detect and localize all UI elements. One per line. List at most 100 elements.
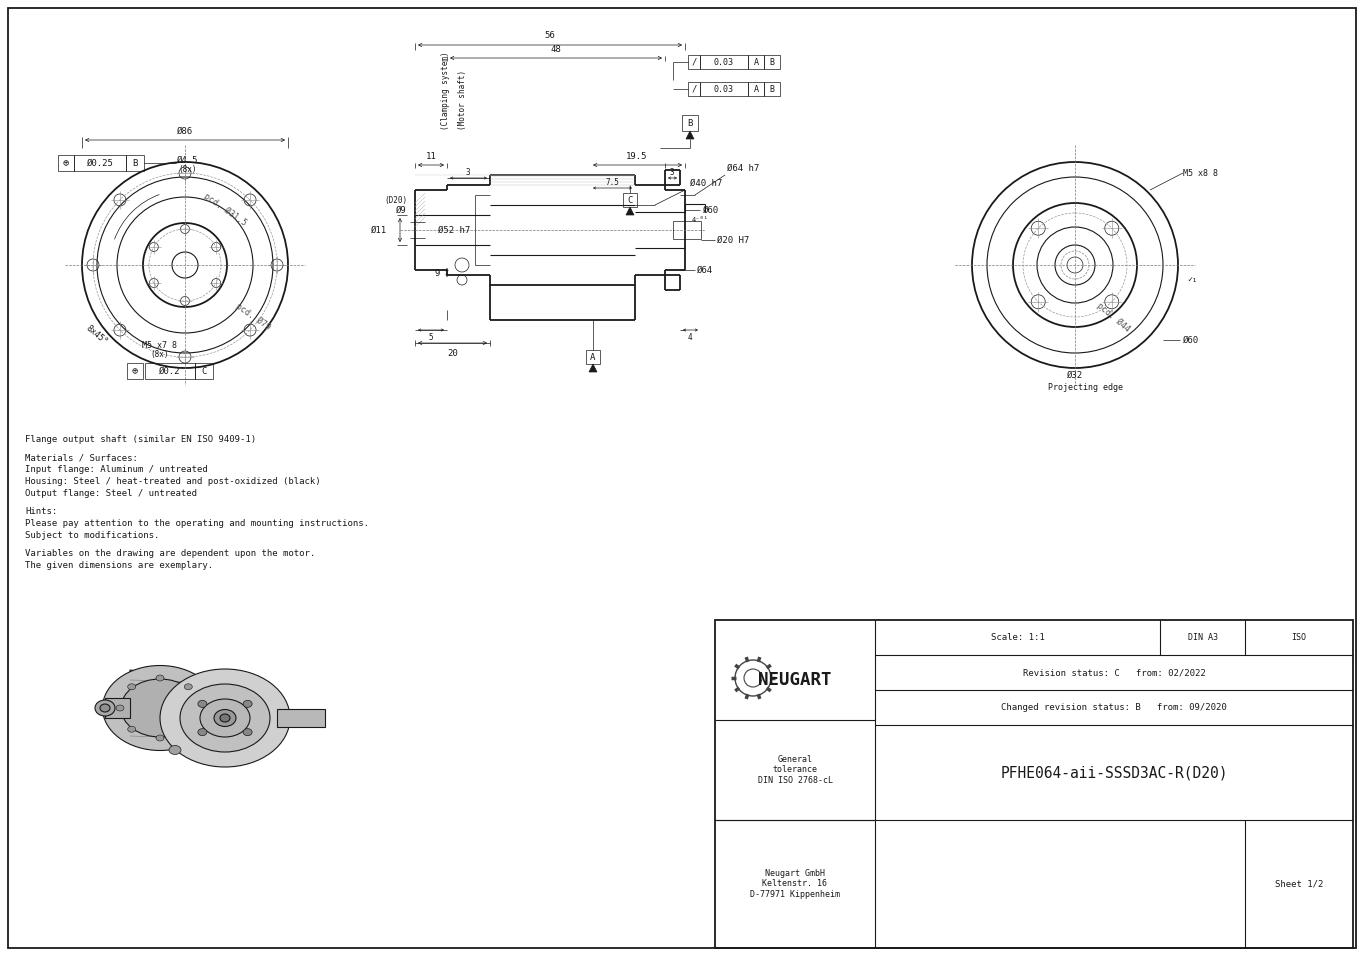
Text: Sheet 1/2: Sheet 1/2 [1275, 880, 1323, 888]
Bar [747, 82, 764, 96]
Text: Materials / Surfaces:: Materials / Surfaces: [25, 453, 138, 462]
Text: 7.5: 7.5 [606, 178, 619, 186]
Text: Scale: 1:1: Scale: 1:1 [990, 634, 1045, 642]
Polygon shape [686, 131, 694, 139]
Text: 8x45°: 8x45° [85, 323, 109, 346]
Bar [764, 55, 780, 69]
Text: ISO: ISO [1292, 634, 1307, 642]
Bar [687, 82, 700, 96]
Text: Ø64 h7: Ø64 h7 [727, 163, 760, 172]
Text: Ø0.25: Ø0.25 [86, 159, 113, 167]
Text: pcd. Ø31.5: pcd. Ø31.5 [202, 192, 248, 228]
Polygon shape [277, 709, 325, 727]
Text: pcd. Ø79: pcd. Ø79 [235, 302, 271, 333]
Text: Ø4.5: Ø4.5 [177, 156, 199, 164]
Text: pcd. Ø44: pcd. Ø44 [1095, 300, 1131, 334]
Ellipse shape [116, 705, 124, 711]
Text: Ø40 h7: Ø40 h7 [690, 179, 723, 187]
Ellipse shape [169, 746, 181, 754]
Text: 11: 11 [426, 151, 436, 161]
Text: ⊕: ⊕ [132, 366, 138, 376]
Ellipse shape [198, 701, 207, 707]
Ellipse shape [160, 669, 291, 767]
Text: Hints:: Hints: [25, 507, 57, 516]
Text: Output flange: Steel / untreated: Output flange: Steel / untreated [25, 489, 196, 498]
Text: 3: 3 [465, 167, 471, 177]
Bar [700, 82, 747, 96]
Text: Ø52 h7: Ø52 h7 [438, 226, 471, 234]
Ellipse shape [198, 728, 207, 736]
Text: A: A [753, 84, 758, 94]
Bar [59, 155, 74, 171]
Text: M5 x8 8: M5 x8 8 [1183, 168, 1218, 178]
Bar [672, 221, 701, 239]
Text: 20: 20 [447, 349, 458, 358]
Polygon shape [105, 698, 130, 718]
Text: (D20): (D20) [383, 195, 406, 205]
Text: (8x): (8x) [179, 164, 198, 173]
Text: Neugart GmbH
Keltenstr. 16
D-77971 Kippenheim: Neugart GmbH Keltenstr. 16 D-77971 Kippe… [750, 869, 840, 899]
Ellipse shape [196, 705, 205, 711]
Text: 56: 56 [544, 31, 555, 39]
Text: Subject to modifications.: Subject to modifications. [25, 531, 160, 540]
Text: Housing: Steel / heat-treated and post-oxidized (black): Housing: Steel / heat-treated and post-o… [25, 477, 321, 486]
Text: 4: 4 [687, 334, 693, 342]
Bar [682, 115, 698, 131]
Polygon shape [130, 670, 225, 755]
Text: 4⁻⁰¹: 4⁻⁰¹ [692, 217, 709, 223]
Ellipse shape [184, 727, 192, 732]
Ellipse shape [95, 700, 115, 716]
Text: Ø86: Ø86 [177, 126, 194, 136]
Text: Ø20 H7: Ø20 H7 [717, 235, 749, 245]
Text: NEUGART: NEUGART [758, 671, 832, 689]
Text: 48: 48 [551, 45, 562, 54]
Text: Revision status: C   from: 02/2022: Revision status: C from: 02/2022 [1023, 668, 1206, 677]
Text: Ø60: Ø60 [702, 206, 719, 214]
Ellipse shape [128, 727, 135, 732]
Ellipse shape [180, 684, 270, 752]
Text: (Motor shaft): (Motor shaft) [457, 70, 466, 130]
Text: M5 x7 8: M5 x7 8 [142, 340, 177, 350]
Text: Changed revision status: B   from: 09/2020: Changed revision status: B from: 09/2020 [1001, 703, 1226, 712]
Bar [764, 82, 780, 96]
Text: General
tolerance
DIN ISO 2768-cL: General tolerance DIN ISO 2768-cL [757, 755, 832, 785]
Text: Ø60: Ø60 [1183, 336, 1199, 344]
Ellipse shape [184, 684, 192, 690]
Text: Ø32: Ø32 [1067, 371, 1083, 380]
Text: Input flange: Aluminum / untreated: Input flange: Aluminum / untreated [25, 465, 207, 474]
Text: 19.5: 19.5 [626, 151, 648, 161]
Text: C: C [627, 195, 633, 205]
Bar [587, 350, 600, 364]
Bar [127, 363, 143, 379]
Bar [715, 620, 1353, 948]
Text: Ø0.2: Ø0.2 [160, 366, 181, 376]
Text: B: B [769, 84, 775, 94]
Ellipse shape [220, 714, 231, 722]
Text: (8x): (8x) [151, 350, 169, 358]
Text: Variables on the drawing are dependent upon the motor.: Variables on the drawing are dependent u… [25, 549, 315, 558]
Text: 0.03: 0.03 [713, 84, 734, 94]
Polygon shape [589, 364, 597, 372]
Polygon shape [626, 207, 634, 215]
Bar [145, 363, 195, 379]
Text: PFHE064-aii-SSSD3AC-R(D20): PFHE064-aii-SSSD3AC-R(D20) [1000, 765, 1228, 780]
Ellipse shape [100, 704, 110, 712]
Ellipse shape [201, 699, 250, 737]
Ellipse shape [155, 735, 164, 741]
Ellipse shape [121, 679, 199, 737]
Text: Ø11: Ø11 [371, 226, 387, 234]
Text: Ø64: Ø64 [697, 266, 713, 274]
Text: DIN A3: DIN A3 [1188, 634, 1218, 642]
Text: Projecting edge: Projecting edge [1048, 382, 1123, 392]
Ellipse shape [243, 728, 252, 736]
Text: 3: 3 [670, 167, 674, 177]
Text: (Clamping system): (Clamping system) [441, 52, 450, 130]
Text: ✓₁: ✓₁ [1187, 275, 1198, 285]
Ellipse shape [243, 701, 252, 707]
Text: 5: 5 [428, 334, 434, 342]
Text: B: B [132, 159, 138, 167]
Ellipse shape [128, 684, 135, 690]
Text: 9: 9 [435, 269, 441, 277]
Text: Flange output shaft (similar EN ISO 9409-1): Flange output shaft (similar EN ISO 9409… [25, 435, 256, 444]
Bar [195, 363, 213, 379]
